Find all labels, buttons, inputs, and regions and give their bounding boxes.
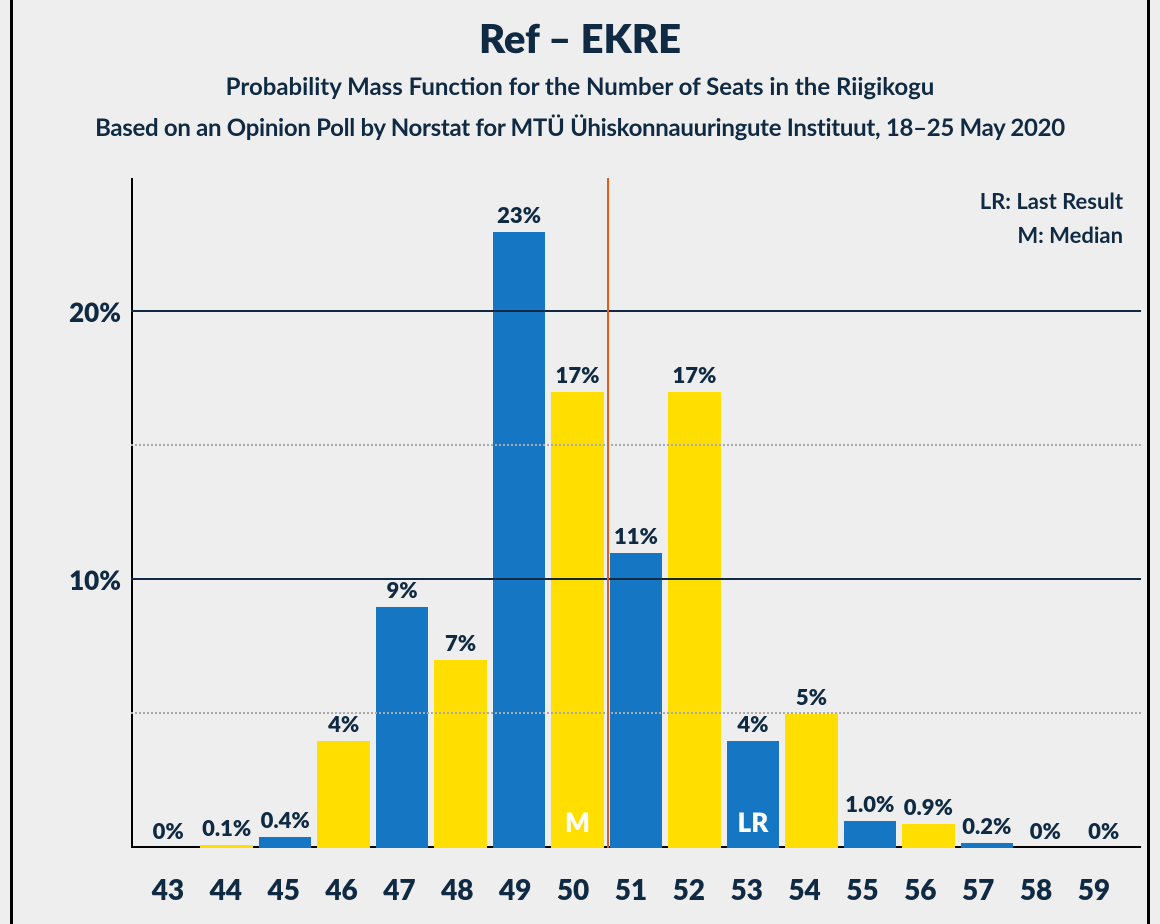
bar-value-label: 23% (497, 201, 541, 228)
x-tick-label: 46 (313, 872, 371, 906)
bar-slot: 17% (665, 178, 723, 848)
bar-value-label: 17% (672, 361, 716, 388)
bar: 0.4% (259, 837, 311, 848)
x-tick-label: 48 (428, 872, 486, 906)
x-tick-label: 56 (891, 872, 949, 906)
chart-subtitle: Probability Mass Function for the Number… (13, 72, 1147, 101)
bar: 0.9% (902, 824, 954, 848)
bar: 5% (785, 714, 837, 848)
gridline-major (131, 578, 1141, 580)
chart-basis: Based on an Opinion Poll by Norstat for … (13, 113, 1147, 142)
bar-slot: 9% (373, 178, 431, 848)
bar-slot: 1.0% (841, 178, 899, 848)
bar: 4%LR (727, 741, 779, 848)
median-marker: M (565, 806, 590, 838)
x-tick-label: 59 (1065, 872, 1123, 906)
bar-slot: 0.9% (899, 178, 957, 848)
bar-slot: 0.2% (958, 178, 1016, 848)
bar-value-label: 0% (1030, 817, 1061, 844)
y-axis (131, 178, 133, 848)
bar-value-label: 11% (614, 522, 658, 549)
chart-title: Ref – EKRE (13, 14, 1147, 62)
bar: 17%M (551, 392, 603, 848)
bar-value-label: 0.1% (202, 814, 251, 841)
x-tick-label: 57 (949, 872, 1007, 906)
bar: 17% (668, 392, 720, 848)
bar-slot: 0% (1075, 178, 1133, 848)
bar-slot: 7% (431, 178, 489, 848)
x-tick-label: 44 (197, 872, 255, 906)
majority-line (607, 178, 609, 848)
bar: 23% (493, 232, 545, 848)
x-tick-label: 49 (486, 872, 544, 906)
bar-value-label: 0.9% (904, 793, 953, 820)
bar-slot: 5% (782, 178, 840, 848)
x-tick-label: 53 (718, 872, 776, 906)
x-tick-label: 45 (255, 872, 313, 906)
gridline-minor (131, 712, 1141, 714)
bar-slot: 0% (139, 178, 197, 848)
bar-slot: 4%LR (724, 178, 782, 848)
bar: 7% (434, 660, 486, 848)
bar-value-label: 0% (1088, 817, 1119, 844)
bar: 0.1% (200, 845, 252, 848)
x-tick-label: 55 (834, 872, 892, 906)
bar-value-label: 5% (796, 683, 827, 710)
x-tick-label: 58 (1007, 872, 1065, 906)
chart-plot: 0%0.1%0.4%4%9%7%23%17%M11%17%4%LR5%1.0%0… (131, 178, 1141, 848)
bars-container: 0%0.1%0.4%4%9%7%23%17%M11%17%4%LR5%1.0%0… (139, 178, 1133, 848)
bar: 4% (317, 741, 369, 848)
bar-slot: 4% (314, 178, 372, 848)
y-tick-label: 10% (69, 564, 121, 596)
gridline-minor (131, 444, 1141, 446)
x-tick-label: 47 (371, 872, 429, 906)
bar: 1.0% (844, 821, 896, 848)
chart-frame: © 2020 Filip van Laenen Ref – EKRE Proba… (10, 0, 1150, 924)
bar-value-label: 0% (153, 817, 184, 844)
bar: 9% (376, 607, 428, 848)
bar-value-label: 17% (556, 361, 600, 388)
bar: 11% (610, 553, 662, 848)
x-ticks: 4344454647484950515253545556575859 (139, 872, 1123, 906)
chart-titles: Ref – EKRE Probability Mass Function for… (13, 0, 1147, 142)
bar-value-label: 0.4% (261, 806, 310, 833)
bar-slot: 17% M (548, 178, 606, 848)
x-tick-label: 43 (139, 872, 197, 906)
x-tick-label: 54 (776, 872, 834, 906)
bar-slot: 11% (607, 178, 665, 848)
x-tick-label: 52 (660, 872, 718, 906)
gridline-major (131, 310, 1141, 312)
bar-slot: 23% (490, 178, 548, 848)
last-result-marker: LR (738, 806, 769, 838)
bar-value-label: 7% (445, 629, 476, 656)
bar-value-label: 1.0% (845, 790, 894, 817)
bar-slot: 0.1% (197, 178, 255, 848)
bar: 0.2% (961, 843, 1013, 848)
bar-slot: 0.4% (256, 178, 314, 848)
y-tick-label: 20% (69, 296, 121, 328)
x-tick-label: 50 (544, 872, 602, 906)
x-tick-label: 51 (602, 872, 660, 906)
bar-slot: 0% (1016, 178, 1074, 848)
bar-value-label: 0.2% (962, 812, 1011, 839)
